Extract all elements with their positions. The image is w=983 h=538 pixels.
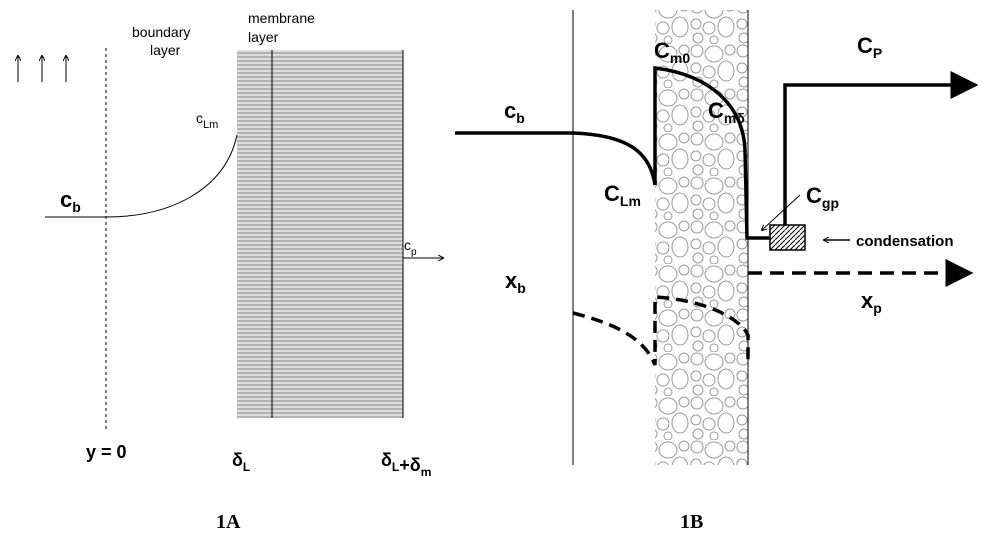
subscript: L [243, 460, 250, 474]
subscript: b [516, 110, 525, 126]
label-text: δ [381, 450, 392, 470]
subscript: m [421, 465, 432, 479]
label-text: x [505, 268, 518, 293]
label: CP [857, 33, 882, 61]
label-text: c [196, 110, 203, 126]
subscript: gp [822, 195, 839, 211]
label: layer [248, 29, 279, 45]
label: boundary [132, 24, 190, 40]
subscript: b [517, 280, 526, 296]
porous-membrane [655, 10, 748, 465]
subscript: Lm [620, 193, 641, 209]
label-text: x [861, 288, 874, 313]
label: cLm [196, 110, 218, 131]
label-text: c [404, 237, 411, 253]
label: cp [404, 237, 417, 258]
panel-a [18, 48, 443, 430]
subscript: p [873, 300, 882, 316]
label: 1B [680, 511, 703, 533]
subscript: mδ [724, 110, 745, 126]
label: CLm [604, 181, 641, 209]
subscript: Lm [203, 119, 218, 131]
label-text: δ [232, 450, 243, 470]
label-text: C [806, 183, 822, 208]
label: cb [504, 98, 525, 126]
label: membrane [248, 10, 315, 26]
subscript: p [411, 247, 417, 258]
label: y = 0 [86, 442, 127, 462]
label: cb [60, 187, 81, 215]
subscript: L [392, 460, 399, 474]
membrane [237, 50, 403, 418]
label: δL [232, 450, 250, 474]
label-text: C [857, 33, 873, 58]
label-text: c [60, 187, 72, 212]
label-text: C [708, 98, 724, 123]
label-text: C [654, 38, 670, 63]
label-text: +δ [399, 455, 421, 475]
label-text: c [504, 98, 516, 123]
subscript: b [72, 199, 81, 215]
label: xp [861, 288, 882, 316]
diagram: boundarylayermembranelayercLmcbcpy = 0δL… [0, 0, 983, 538]
label-text: C [604, 181, 620, 206]
label: δL+δm [381, 450, 431, 479]
label: layer [150, 42, 181, 58]
label: xb [505, 268, 526, 296]
label: condensation [856, 233, 954, 250]
label: 1A [216, 511, 241, 533]
subscript: P [873, 45, 882, 61]
condenser [770, 225, 805, 250]
subscript: m0 [670, 50, 690, 66]
label: Cgp [806, 183, 839, 211]
